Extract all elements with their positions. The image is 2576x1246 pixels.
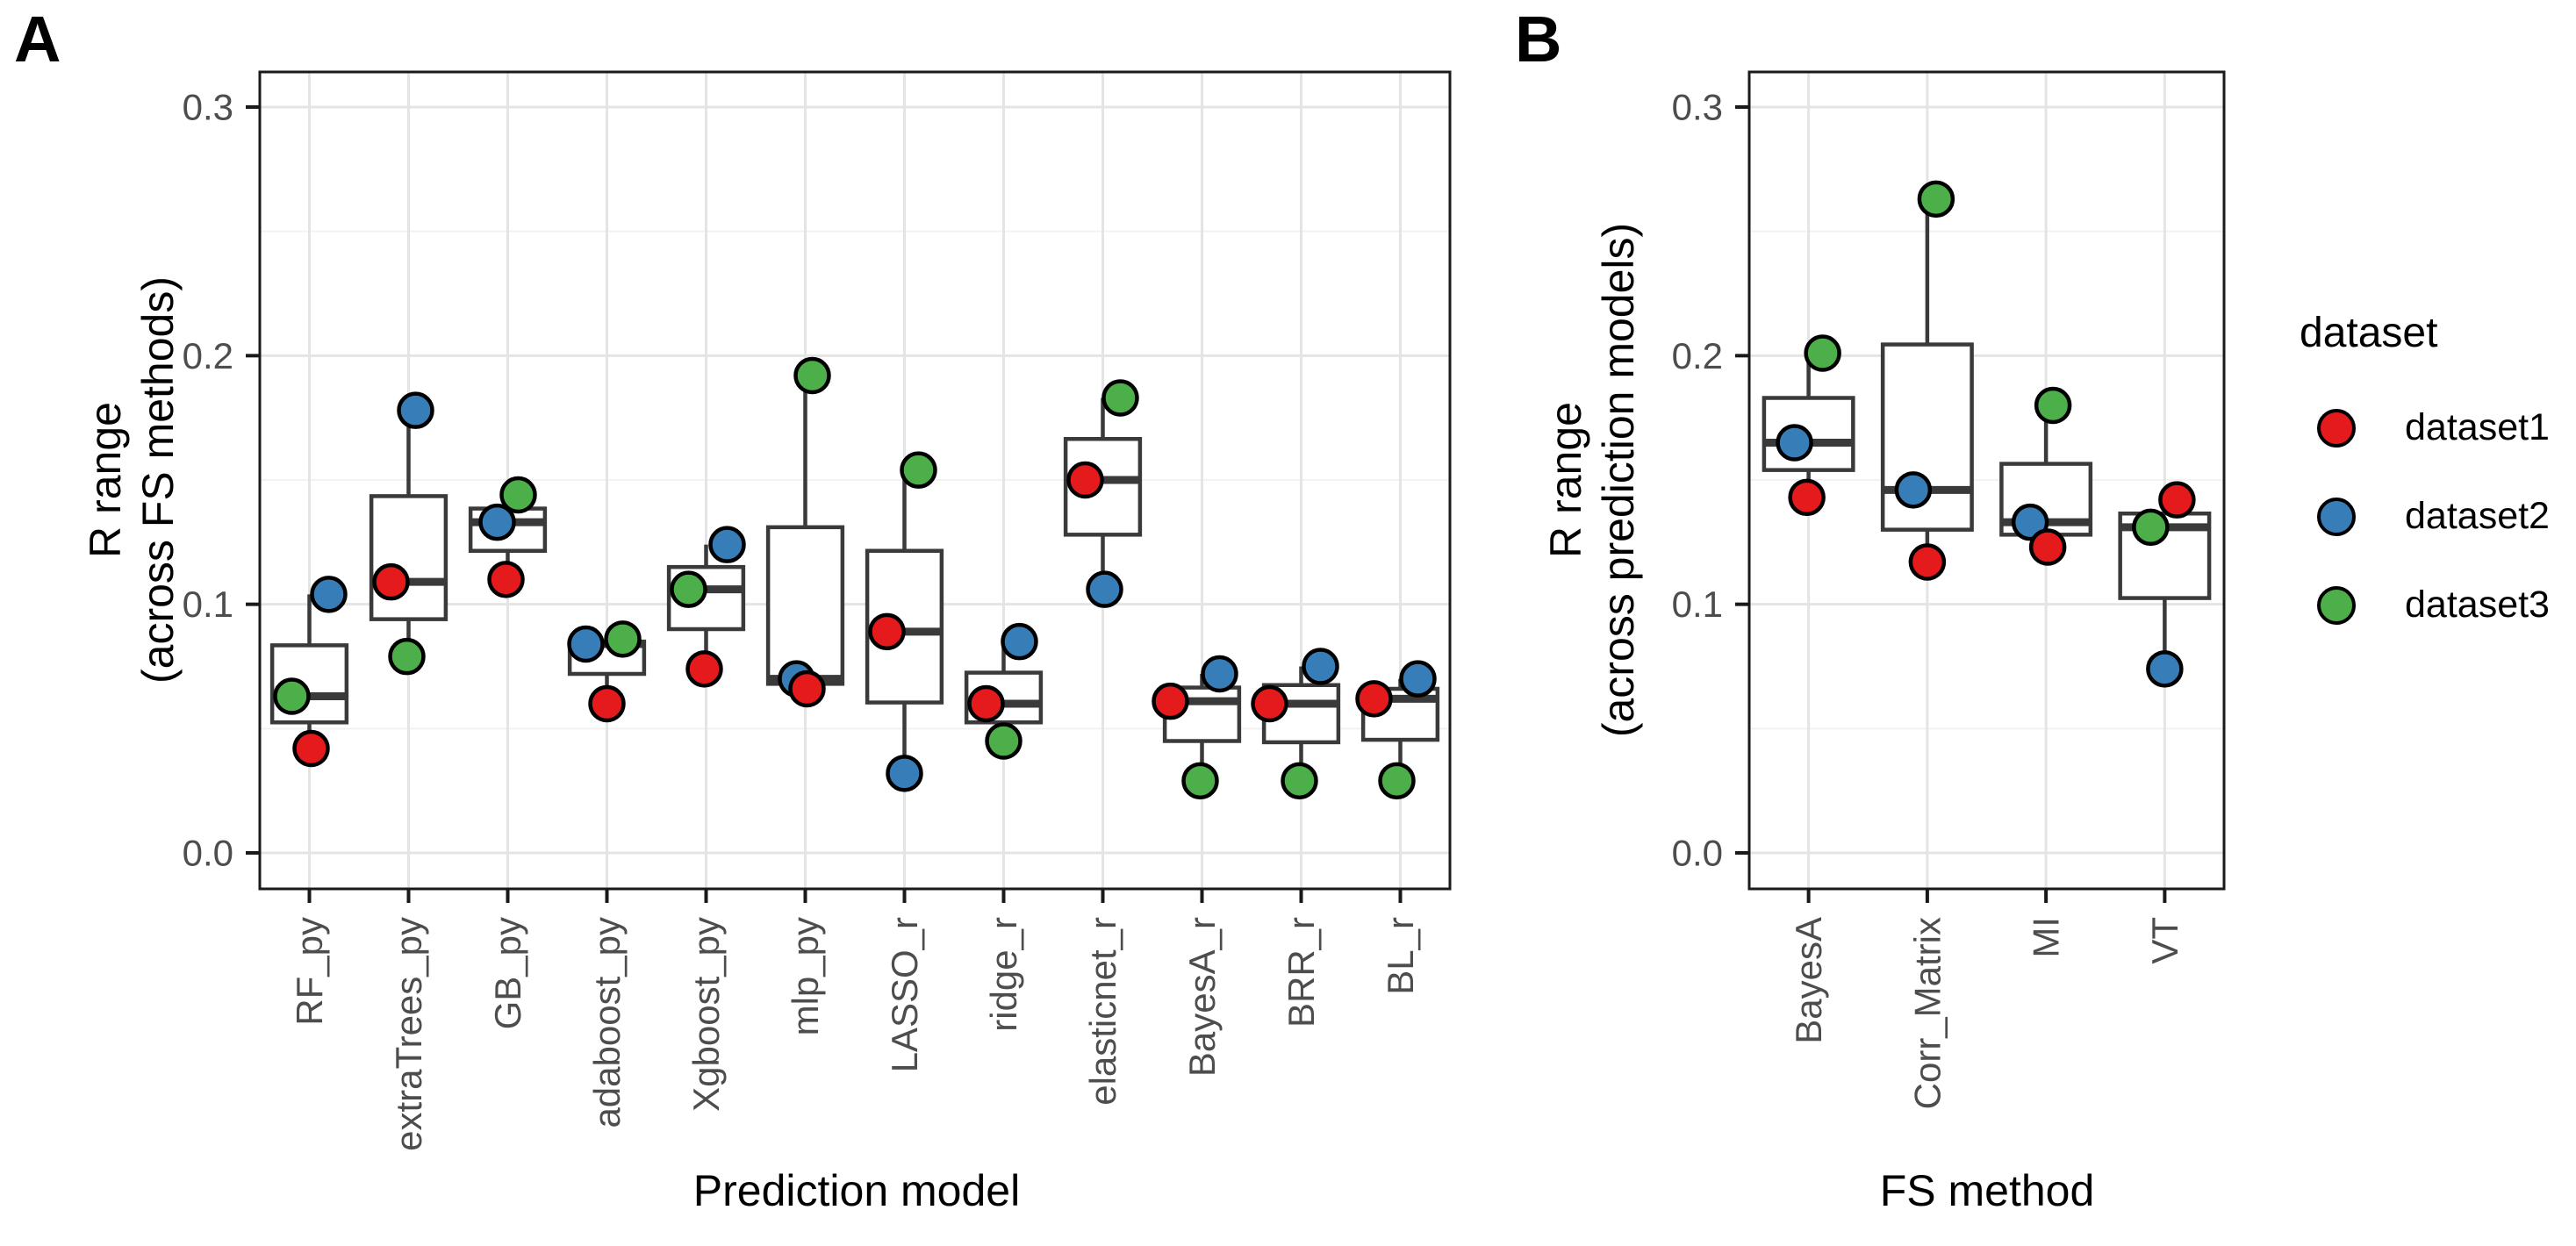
y-tick-label: 0.0	[183, 833, 233, 874]
point-dataset2-BayesA_r	[1201, 655, 1238, 693]
point-dataset1-GB_py	[487, 561, 525, 598]
x-tick-label: Xgboost_py	[685, 917, 727, 1112]
y-tick-label: 0.3	[183, 87, 233, 128]
y-tick-label: 0.0	[1672, 833, 1723, 874]
point-dataset3-GB_py	[499, 476, 537, 514]
point-dataset3-BRR_r	[1281, 762, 1318, 800]
legend-item-dataset2: dataset2	[2298, 495, 2550, 538]
panel-label-b: B	[1515, 3, 1562, 75]
point-dataset1-mlp_py	[788, 670, 826, 708]
x-tick-label: LASSO_r	[884, 917, 925, 1072]
point-dataset3-ridge_r	[985, 722, 1023, 760]
legend-item-label: dataset1	[2405, 406, 2550, 448]
point-dataset3-mlp_py	[793, 356, 831, 395]
x-tick-label: BayesA_r	[1181, 917, 1223, 1077]
legend-item-label: dataset3	[2405, 584, 2550, 626]
panel-border	[258, 70, 1452, 891]
box-mlp_py	[765, 525, 845, 686]
box-extraTrees_py	[369, 494, 448, 621]
point-dataset3-VT	[2132, 508, 2170, 547]
x-tick-label: MI	[2026, 917, 2067, 958]
x-tick-label: ridge_r	[983, 917, 1024, 1032]
point-dataset2-LASSO_r	[886, 755, 923, 792]
point-dataset1-BayesA	[1788, 478, 1826, 517]
x-tick-label: Corr_Matrix	[1906, 917, 1948, 1109]
point-dataset2-VT	[2146, 650, 2184, 688]
y-tick-label: 0.1	[183, 584, 233, 625]
x-tick-label: BRR_r	[1281, 917, 1322, 1028]
legend-key-dot-dataset1	[2317, 408, 2356, 448]
point-dataset2-RF_py	[310, 576, 348, 613]
panel-b-y-axis-title: R range (across prediction models)	[1541, 222, 1643, 738]
y-tick-label: 0.2	[183, 335, 233, 376]
panel-border	[1747, 70, 2226, 891]
point-dataset1-MI	[2028, 528, 2067, 566]
point-dataset2-BRR_r	[1302, 648, 1339, 685]
point-dataset3-RF_py	[273, 677, 311, 715]
x-tick-label: adaboost_py	[586, 917, 628, 1128]
legend-title: dataset	[2300, 310, 2438, 356]
legend-item-dataset1: dataset1	[2298, 406, 2550, 449]
point-dataset2-BayesA	[1776, 424, 1813, 462]
x-tick-label: BL_r	[1380, 917, 1421, 995]
legend: dataset dataset1 dataset2 dataset3	[2298, 309, 2550, 672]
point-dataset2-BL_r	[1399, 660, 1437, 698]
point-dataset1-LASSO_r	[868, 612, 906, 651]
x-tick-label: extraTrees_py	[388, 917, 429, 1151]
point-dataset1-Xgboost_py	[685, 650, 723, 688]
point-dataset2-extraTrees_py	[397, 391, 434, 429]
panel-label-a: A	[14, 3, 61, 75]
legend-item-label: dataset2	[2405, 495, 2550, 537]
point-dataset3-extraTrees_py	[388, 637, 426, 676]
point-dataset3-elasticnet_r	[1101, 379, 1139, 417]
point-dataset1-BL_r	[1355, 680, 1393, 718]
legend-item-dataset3: dataset3	[2298, 584, 2550, 627]
x-tick-label: mlp_py	[785, 917, 826, 1035]
point-dataset3-Xgboost_py	[670, 570, 707, 608]
y-tick-label: 0.1	[1672, 584, 1723, 625]
x-tick-label: BayesA	[1788, 917, 1829, 1044]
point-dataset3-BayesA_r	[1181, 762, 1219, 800]
point-dataset2-MI	[2011, 503, 2049, 541]
point-dataset2-GB_py	[478, 503, 516, 541]
point-dataset2-Xgboost_py	[708, 526, 746, 563]
x-tick-label: RF_py	[289, 917, 330, 1026]
legend-key-dot-dataset2	[2317, 497, 2356, 536]
point-dataset3-MI	[2034, 386, 2072, 425]
point-dataset2-Corr_Matrix	[1894, 471, 1933, 509]
legend-key-dot-dataset3	[2317, 585, 2356, 625]
point-dataset3-LASSO_r	[900, 451, 937, 489]
point-dataset3-BayesA	[1804, 334, 1841, 372]
point-dataset3-adaboost_py	[604, 620, 642, 658]
point-dataset3-BL_r	[1378, 762, 1416, 800]
point-dataset1-elasticnet_r	[1066, 461, 1104, 499]
point-dataset2-elasticnet_r	[1086, 570, 1123, 608]
point-dataset1-adaboost_py	[588, 684, 626, 723]
y-tick-label: 0.2	[1672, 335, 1723, 376]
panel-b-x-axis-title: FS method	[1879, 1166, 2095, 1215]
y-tick-label: 0.3	[1672, 87, 1723, 128]
point-dataset1-extraTrees_py	[372, 562, 410, 601]
point-dataset1-BRR_r	[1251, 684, 1288, 723]
x-tick-label: GB_py	[487, 917, 528, 1029]
panel-a-y-axis-title: R range (across FS methods)	[81, 276, 183, 684]
point-dataset1-Corr_Matrix	[1908, 543, 1947, 581]
panel-a-x-axis-title: Prediction model	[692, 1166, 1021, 1215]
x-tick-label: VT	[2144, 917, 2185, 964]
point-dataset1-VT	[2158, 481, 2196, 519]
point-dataset2-adaboost_py	[567, 625, 605, 663]
x-tick-label: elasticnet_r	[1082, 917, 1123, 1106]
point-dataset1-RF_py	[292, 729, 330, 768]
point-dataset1-ridge_r	[967, 684, 1005, 723]
point-dataset3-Corr_Matrix	[1917, 180, 1955, 218]
point-dataset2-ridge_r	[1001, 622, 1038, 661]
point-dataset1-BayesA_r	[1152, 682, 1189, 720]
